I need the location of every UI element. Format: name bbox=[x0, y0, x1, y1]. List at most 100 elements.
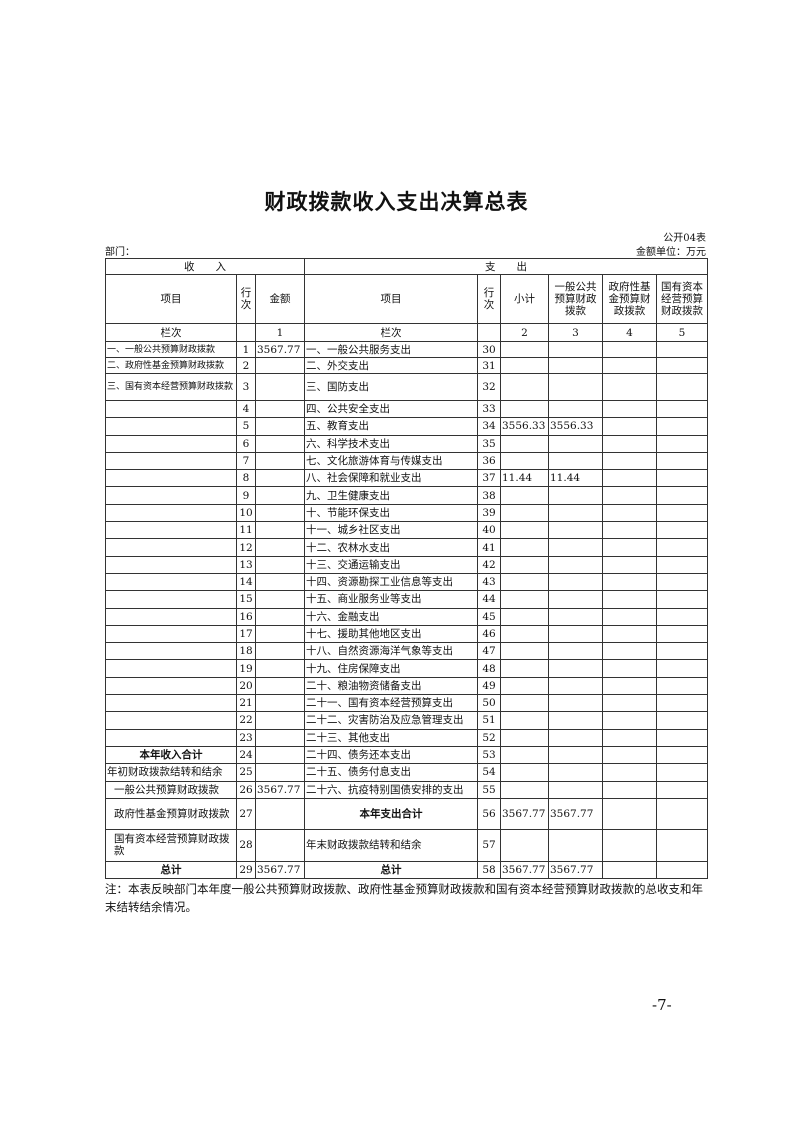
state-capital-header: 国有资本经营预算财政拨款 bbox=[656, 274, 708, 324]
income-amount-cell bbox=[255, 451, 305, 471]
table-row: 14 十四、资源勘探工业信息等支出 43 bbox=[105, 572, 708, 592]
state-capital-cell bbox=[656, 373, 708, 401]
income-line-cell: 27 bbox=[236, 797, 256, 830]
income-amount-cell bbox=[255, 434, 305, 453]
gov-fund-cell bbox=[602, 434, 657, 453]
general-budget-cell bbox=[548, 711, 603, 730]
state-capital-cell bbox=[656, 659, 708, 678]
gov-fund-cell bbox=[602, 659, 657, 678]
table-row: 13 十三、交通运输支出 42 bbox=[105, 555, 708, 574]
subtotal-cell bbox=[500, 341, 549, 358]
income-line-cell: 6 bbox=[236, 434, 256, 453]
table-row: 本年收入合计 24 二十四、债务还本支出 53 bbox=[105, 745, 708, 765]
table-row: 12 十二、农林水支出 41 bbox=[105, 538, 708, 557]
column-number-row: 栏次 1 栏次 2 3 4 5 bbox=[105, 323, 708, 342]
state-capital-cell bbox=[656, 828, 708, 862]
column-label: 栏次 bbox=[304, 323, 478, 342]
general-budget-cell bbox=[548, 521, 603, 540]
gov-fund-cell bbox=[602, 860, 657, 880]
state-capital-cell bbox=[656, 417, 708, 436]
expense-line-cell: 56 bbox=[477, 797, 501, 830]
general-budget-cell bbox=[548, 555, 603, 574]
subtotal-cell bbox=[500, 828, 549, 862]
gov-fund-cell bbox=[602, 676, 657, 696]
income-line-cell: 10 bbox=[236, 503, 256, 523]
table-row: 22 二十二、灾害防治及应急管理支出 51 bbox=[105, 711, 708, 730]
income-line-cell: 8 bbox=[236, 469, 256, 488]
gov-fund-cell bbox=[602, 373, 657, 401]
subtotal-cell bbox=[500, 624, 549, 644]
subtotal-cell bbox=[500, 572, 549, 592]
state-capital-cell bbox=[656, 538, 708, 557]
footnote: 注：本表反映部门本年度一般公共预算财政拨款、政府性基金预算财政拨款和国有资本经营… bbox=[105, 882, 703, 914]
general-budget-cell bbox=[548, 357, 603, 374]
income-item-cell bbox=[105, 469, 237, 488]
gov-fund-cell bbox=[602, 797, 657, 830]
subtotal-cell bbox=[500, 357, 549, 374]
expense-line-cell: 32 bbox=[477, 373, 501, 401]
state-capital-cell bbox=[656, 590, 708, 609]
table-row: 国有资本经营预算财政拨款 28 年末财政拨款结转和结余 57 bbox=[105, 828, 708, 862]
general-budget-cell bbox=[548, 828, 603, 862]
income-line-cell: 9 bbox=[236, 486, 256, 505]
state-capital-cell bbox=[656, 607, 708, 626]
subtotal-cell bbox=[500, 659, 549, 678]
income-line-cell: 2 bbox=[236, 357, 256, 374]
subtotal-cell bbox=[500, 642, 549, 661]
gov-fund-cell bbox=[602, 728, 657, 747]
table-row: 年初财政拨款结转和结余 25 二十五、债务付息支出 54 bbox=[105, 763, 708, 782]
unit-label: 金额单位：万元 bbox=[636, 247, 706, 258]
expense-item-header: 项目 bbox=[304, 274, 478, 324]
department-label: 部门： bbox=[105, 247, 135, 258]
income-item-cell bbox=[105, 624, 237, 644]
income-item-cell bbox=[105, 503, 237, 523]
gov-fund-cell bbox=[602, 572, 657, 592]
income-line-cell: 20 bbox=[236, 676, 256, 696]
general-budget-cell bbox=[548, 659, 603, 678]
income-item-cell bbox=[105, 642, 237, 661]
expense-line-cell: 43 bbox=[477, 572, 501, 592]
expense-item-cell: 十、节能环保支出 bbox=[304, 503, 478, 523]
state-capital-cell bbox=[656, 676, 708, 696]
general-budget-cell bbox=[548, 745, 603, 765]
state-capital-cell bbox=[656, 780, 708, 799]
general-budget-cell bbox=[548, 624, 603, 644]
subtotal-cell bbox=[500, 521, 549, 540]
gov-fund-cell bbox=[602, 503, 657, 523]
income-item-cell bbox=[105, 486, 237, 505]
subtotal-cell: 3567.77 bbox=[500, 797, 549, 830]
income-amount-cell bbox=[255, 694, 305, 713]
expense-header: 支 出 bbox=[304, 258, 708, 275]
income-item-cell bbox=[105, 694, 237, 713]
income-amount-cell: 3567.77 bbox=[255, 341, 305, 358]
income-line-cell: 17 bbox=[236, 624, 256, 644]
income-line-cell: 28 bbox=[236, 828, 256, 862]
subtotal-cell bbox=[500, 486, 549, 505]
state-capital-cell bbox=[656, 694, 708, 713]
gov-fund-cell bbox=[602, 694, 657, 713]
expense-line-cell: 47 bbox=[477, 642, 501, 661]
income-amount-cell bbox=[255, 711, 305, 730]
income-amount-cell bbox=[255, 607, 305, 626]
subtotal-cell: 3556.33 bbox=[500, 417, 549, 436]
income-amount-cell bbox=[255, 521, 305, 540]
general-budget-cell bbox=[548, 590, 603, 609]
state-capital-cell bbox=[656, 503, 708, 523]
expense-item-cell: 二十四、债务还本支出 bbox=[304, 745, 478, 765]
expense-item-cell: 二十五、债务付息支出 bbox=[304, 763, 478, 782]
income-amount-cell bbox=[255, 659, 305, 678]
subtotal-cell: 3567.77 bbox=[500, 860, 549, 880]
general-budget-cell bbox=[548, 763, 603, 782]
gov-fund-cell bbox=[602, 451, 657, 471]
table-row: 9 九、卫生健康支出 38 bbox=[105, 486, 708, 505]
state-capital-cell bbox=[656, 521, 708, 540]
expense-line-cell: 38 bbox=[477, 486, 501, 505]
income-amount-cell bbox=[255, 503, 305, 523]
income-item-cell: 一般公共预算财政拨款 bbox=[105, 780, 237, 799]
page-title: 财政拨款收入支出决算总表 bbox=[264, 190, 529, 214]
income-amount-cell bbox=[255, 828, 305, 862]
income-item-cell bbox=[105, 451, 237, 471]
expense-line-cell: 37 bbox=[477, 469, 501, 488]
expense-item-cell: 十二、农林水支出 bbox=[304, 538, 478, 557]
income-item-cell: 年初财政拨款结转和结余 bbox=[105, 763, 237, 782]
